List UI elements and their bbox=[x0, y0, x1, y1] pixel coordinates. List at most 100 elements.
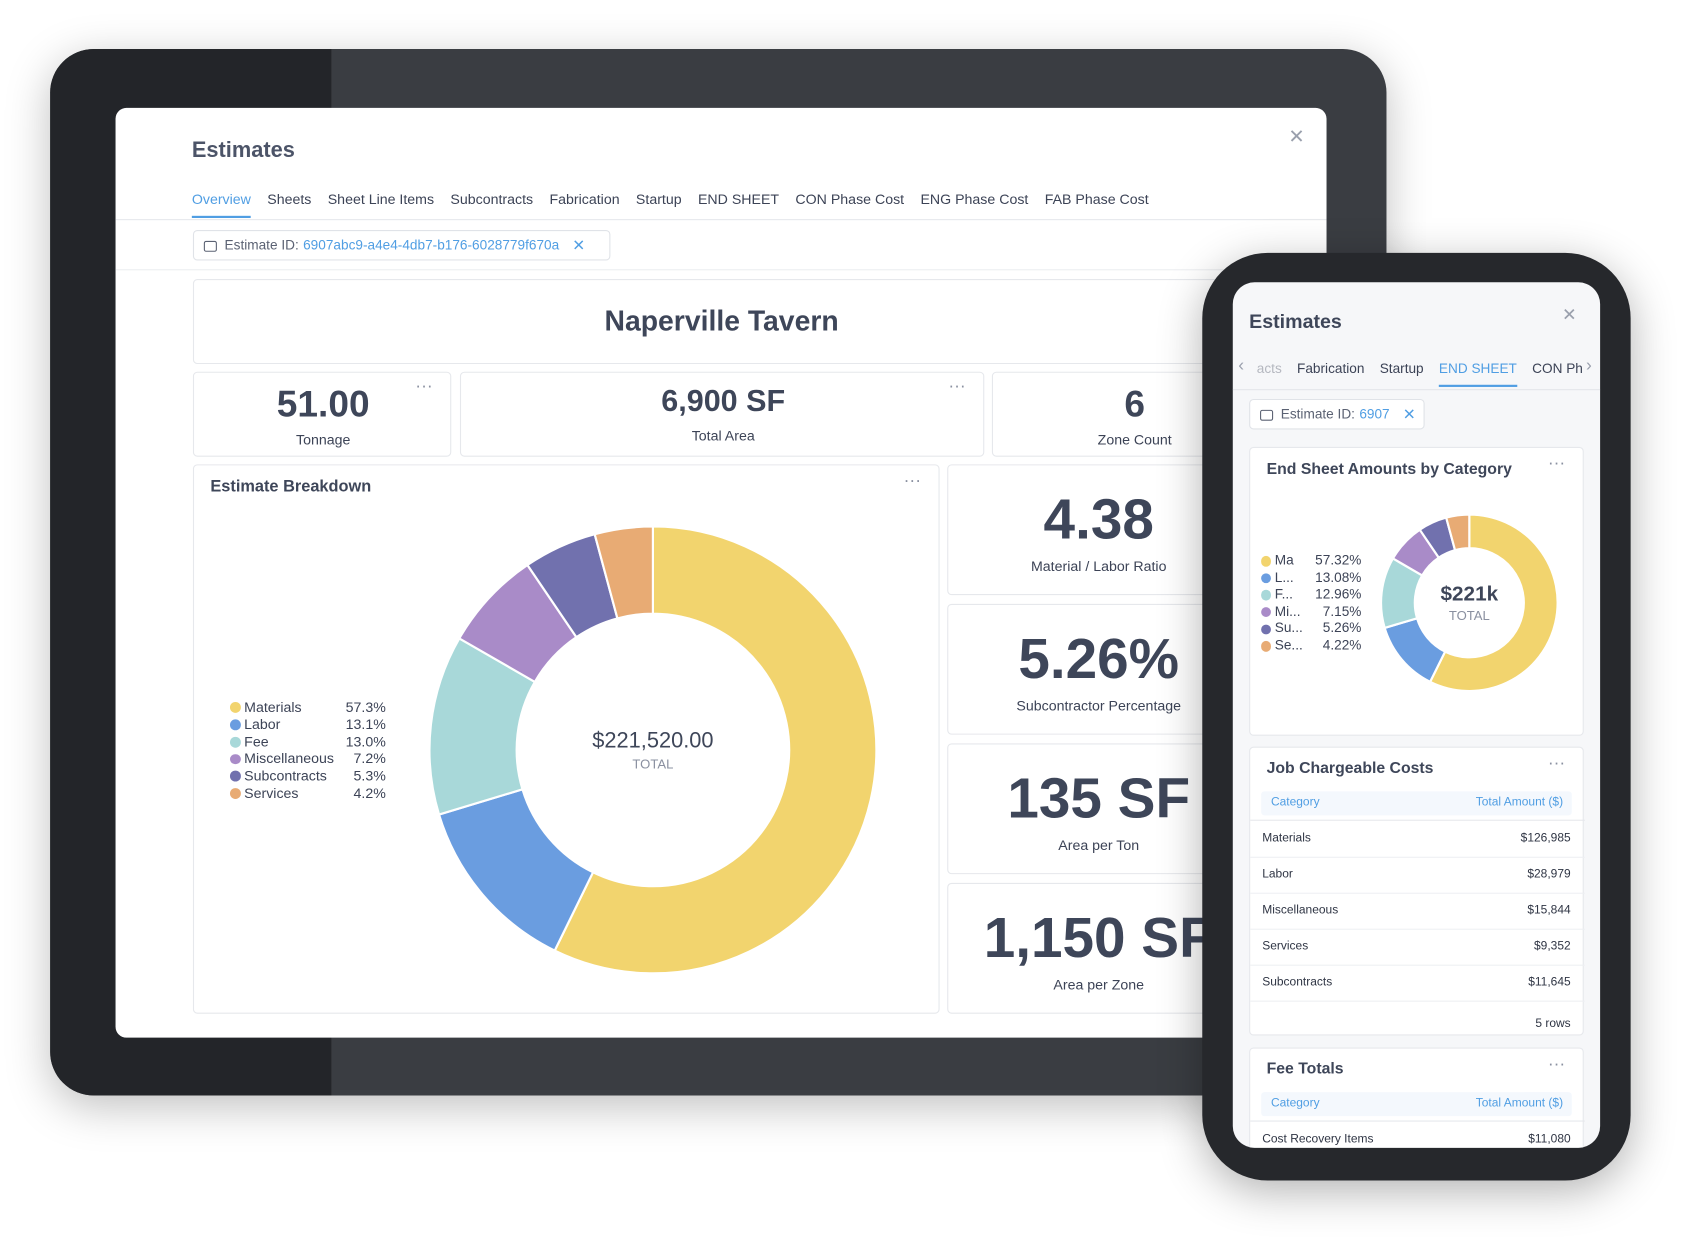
legend-swatch bbox=[229, 702, 241, 713]
table-header-bg bbox=[1261, 791, 1572, 816]
legend-swatch bbox=[1261, 641, 1272, 652]
table-cell: Cost Recovery Items bbox=[1262, 1132, 1374, 1146]
filter-chip: Estimate ID: 6907 ✕ bbox=[1249, 398, 1425, 430]
legend-label: Mi... bbox=[1274, 603, 1301, 619]
column-header[interactable]: Category bbox=[1270, 1096, 1320, 1110]
tab[interactable]: Sheets bbox=[267, 190, 312, 208]
legend-label: Se... bbox=[1274, 637, 1303, 653]
filter-value: 6907 bbox=[1359, 406, 1390, 422]
table-title: Job Chargeable Costs bbox=[1266, 759, 1434, 778]
donut-segment bbox=[593, 525, 655, 620]
phone-title: Estimates bbox=[1249, 310, 1342, 333]
tag-icon bbox=[1260, 409, 1274, 421]
phone-screen: Estimates ✕ acts Fabrication Startup END SHEE… bbox=[1232, 282, 1601, 1148]
column-header[interactable]: Category bbox=[1270, 795, 1320, 809]
legend-value: 4.22% bbox=[1322, 637, 1362, 653]
tab[interactable]: END SHEET bbox=[1438, 361, 1517, 387]
header-divider bbox=[1250, 1120, 1585, 1122]
estimates-modal: Estimates ✕ Overview Sheets Sheet Line Items… bbox=[115, 107, 1327, 1038]
legend-value: 7.15% bbox=[1322, 603, 1362, 619]
filter-label: Estimate ID: bbox=[224, 237, 299, 253]
legend-swatch bbox=[1261, 624, 1272, 635]
row-divider bbox=[1250, 928, 1585, 930]
tab[interactable]: Overview bbox=[191, 191, 251, 218]
tab[interactable]: acts bbox=[1256, 360, 1282, 377]
side-kpi-label: Area per Ton bbox=[1058, 837, 1140, 854]
legend-swatch bbox=[229, 753, 241, 765]
legend-value: 13.08% bbox=[1315, 569, 1362, 585]
tab-bar: Overview Sheets Sheet Line Items Subcontrac… bbox=[191, 190, 1149, 218]
kpi-label: Total Area bbox=[691, 427, 755, 444]
donut-segment bbox=[1444, 513, 1471, 552]
tab-bar: acts Fabrication Startup END SHEET CON Ph bbox=[1257, 361, 1583, 387]
filter-chip: Estimate ID: 6907abc9-a4e4-4db7-b176-6028… bbox=[192, 229, 611, 261]
table-cell: $11,080 bbox=[1528, 1132, 1571, 1146]
filter-value: 6907abc9-a4e4-4db7-b176-6028779f670a bbox=[303, 237, 560, 253]
kpi-card: 6 Zone Count bbox=[991, 371, 1276, 457]
tab[interactable]: Fabrication bbox=[1297, 360, 1365, 377]
legend-value: 57.32% bbox=[1315, 552, 1362, 568]
card-menu[interactable]: ··· bbox=[903, 471, 922, 491]
legend-label: Ma bbox=[1274, 552, 1294, 568]
column-header[interactable]: Total Amount ($) bbox=[1475, 795, 1564, 809]
tab-divider bbox=[115, 219, 1327, 221]
side-kpi-value: 5.26% bbox=[1018, 627, 1180, 692]
card-menu[interactable]: ··· bbox=[1547, 454, 1566, 474]
filter-divider bbox=[115, 269, 1327, 271]
tab[interactable]: Sheet Line Items bbox=[327, 190, 435, 208]
side-kpi-value: 4.38 bbox=[1043, 488, 1154, 552]
close-button[interactable]: ✕ bbox=[1288, 125, 1305, 148]
kpi-label: Tonnage bbox=[295, 431, 351, 448]
donut-chart bbox=[1380, 513, 1559, 693]
tab[interactable]: CON Ph bbox=[1532, 360, 1583, 377]
table-cell: $9,352 bbox=[1534, 939, 1571, 953]
table-cell: Materials bbox=[1262, 831, 1311, 845]
kpi-value: 51.00 bbox=[276, 383, 370, 426]
legend-label: Fee bbox=[244, 733, 269, 750]
column-header[interactable]: Total Amount ($) bbox=[1475, 1096, 1564, 1110]
header-divider bbox=[1250, 819, 1585, 821]
table-cell: $15,844 bbox=[1527, 903, 1571, 917]
legend-swatch bbox=[229, 719, 241, 731]
card-menu[interactable]: ··· bbox=[1547, 1055, 1566, 1074]
tab-prev[interactable]: ‹ bbox=[1238, 356, 1245, 375]
card-menu[interactable]: ··· bbox=[948, 377, 966, 396]
kpi-card: 6,900 SF Total Area ··· bbox=[459, 371, 985, 457]
row-divider bbox=[1250, 1000, 1585, 1002]
filter-remove[interactable]: ✕ bbox=[1402, 404, 1416, 423]
tab[interactable]: Subcontracts bbox=[450, 190, 534, 208]
table-header-bg bbox=[1261, 1092, 1572, 1117]
donut-center-value: $221,520.00 bbox=[592, 729, 714, 754]
side-kpi-card: 135 SF Area per Ton bbox=[947, 743, 1231, 875]
legend-label: Materials bbox=[244, 698, 302, 716]
tab[interactable]: Fabrication bbox=[549, 190, 620, 208]
tab[interactable]: Startup bbox=[635, 190, 682, 208]
donut-center-value: $221k bbox=[1440, 583, 1499, 607]
side-kpi-value: 1,150 SF bbox=[983, 906, 1214, 971]
card-menu[interactable]: ··· bbox=[415, 377, 433, 396]
tab[interactable]: CON Phase Cost bbox=[795, 190, 905, 208]
tab[interactable]: ENG Phase Cost bbox=[920, 190, 1029, 208]
kpi-value: 6 bbox=[1124, 383, 1145, 426]
tab[interactable]: Startup bbox=[1379, 360, 1424, 377]
table-cell: $126,985 bbox=[1520, 831, 1571, 845]
close-button[interactable]: ✕ bbox=[1561, 306, 1577, 325]
side-kpi-card: 4.38 Material / Labor Ratio bbox=[947, 464, 1231, 596]
tab[interactable]: FAB Phase Cost bbox=[1044, 190, 1149, 208]
side-kpi-label: Subcontractor Percentage bbox=[1016, 697, 1182, 714]
card-menu[interactable]: ··· bbox=[1547, 754, 1566, 773]
row-divider bbox=[1250, 892, 1585, 894]
donut-center-label: TOTAL bbox=[632, 756, 674, 772]
filter-remove[interactable]: ✕ bbox=[572, 235, 586, 254]
tab[interactable]: END SHEET bbox=[697, 190, 780, 208]
legend-value: 7.2% bbox=[353, 750, 386, 767]
legend-value: 5.3% bbox=[353, 767, 386, 784]
legend-value: 13.1% bbox=[345, 715, 386, 733]
tab-next[interactable]: › bbox=[1585, 356, 1592, 375]
tag-icon bbox=[203, 240, 217, 252]
legend-swatch bbox=[1261, 607, 1272, 618]
breakdown-card: Estimate Breakdown ··· $221,520.00 TOTAL Mat… bbox=[192, 464, 940, 1014]
side-kpi-value: 135 SF bbox=[1007, 767, 1191, 831]
row-divider bbox=[1250, 964, 1585, 966]
legend-value: 4.2% bbox=[353, 784, 386, 802]
